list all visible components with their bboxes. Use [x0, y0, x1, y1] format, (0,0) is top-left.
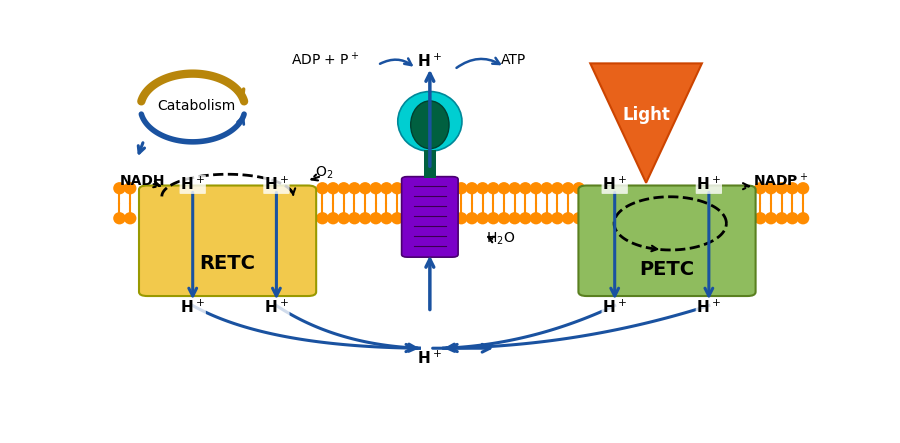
- Ellipse shape: [551, 212, 563, 225]
- Ellipse shape: [796, 212, 809, 225]
- Ellipse shape: [465, 212, 478, 225]
- Ellipse shape: [786, 182, 798, 194]
- Ellipse shape: [530, 182, 543, 194]
- Text: H$^+$: H$^+$: [602, 176, 627, 193]
- Text: RETC: RETC: [200, 254, 256, 273]
- Ellipse shape: [455, 212, 467, 225]
- Ellipse shape: [113, 182, 126, 194]
- Bar: [424, 150, 436, 178]
- Ellipse shape: [348, 182, 361, 194]
- Text: NADP$^+$: NADP$^+$: [752, 172, 808, 190]
- Text: H$^+$: H$^+$: [418, 53, 442, 70]
- FancyBboxPatch shape: [401, 177, 458, 257]
- Text: H$^+$: H$^+$: [697, 299, 721, 316]
- Ellipse shape: [124, 212, 137, 225]
- Ellipse shape: [465, 182, 478, 194]
- Ellipse shape: [572, 182, 585, 194]
- Ellipse shape: [487, 212, 500, 225]
- Ellipse shape: [776, 182, 788, 194]
- Ellipse shape: [359, 182, 372, 194]
- Ellipse shape: [338, 182, 350, 194]
- Ellipse shape: [562, 212, 574, 225]
- Text: NADH: NADH: [120, 174, 165, 188]
- FancyBboxPatch shape: [139, 186, 316, 296]
- Ellipse shape: [391, 182, 403, 194]
- Ellipse shape: [754, 182, 767, 194]
- Ellipse shape: [370, 182, 382, 194]
- Text: H$^+$: H$^+$: [264, 176, 289, 193]
- Text: H$^+$: H$^+$: [418, 350, 442, 367]
- Ellipse shape: [455, 182, 467, 194]
- Text: O$_2$: O$_2$: [315, 164, 333, 181]
- Ellipse shape: [540, 182, 553, 194]
- Ellipse shape: [401, 212, 414, 225]
- Ellipse shape: [476, 182, 489, 194]
- Ellipse shape: [551, 182, 563, 194]
- Ellipse shape: [562, 182, 574, 194]
- Text: Light: Light: [622, 105, 670, 124]
- Text: ADP + P$^+$: ADP + P$^+$: [291, 51, 359, 69]
- Ellipse shape: [391, 212, 403, 225]
- Ellipse shape: [124, 182, 137, 194]
- Ellipse shape: [380, 212, 392, 225]
- Ellipse shape: [540, 212, 553, 225]
- Ellipse shape: [498, 212, 510, 225]
- Ellipse shape: [519, 212, 532, 225]
- Text: PETC: PETC: [639, 260, 695, 279]
- Text: ATP: ATP: [501, 53, 526, 67]
- Ellipse shape: [754, 212, 767, 225]
- Ellipse shape: [498, 182, 510, 194]
- Ellipse shape: [776, 212, 788, 225]
- Ellipse shape: [348, 212, 361, 225]
- Text: H$_2$O: H$_2$O: [486, 231, 515, 247]
- Ellipse shape: [316, 212, 328, 225]
- Ellipse shape: [530, 212, 543, 225]
- Ellipse shape: [508, 182, 521, 194]
- Text: H$^+$: H$^+$: [697, 176, 721, 193]
- Polygon shape: [590, 63, 702, 183]
- Ellipse shape: [410, 101, 449, 149]
- Text: H$^+$: H$^+$: [602, 299, 627, 316]
- Ellipse shape: [476, 212, 489, 225]
- Ellipse shape: [398, 92, 462, 151]
- Ellipse shape: [359, 212, 372, 225]
- Text: H$^+$: H$^+$: [180, 176, 205, 193]
- Ellipse shape: [327, 182, 339, 194]
- Text: H$^+$: H$^+$: [264, 299, 289, 316]
- Ellipse shape: [508, 212, 521, 225]
- Ellipse shape: [572, 212, 585, 225]
- Ellipse shape: [796, 182, 809, 194]
- Ellipse shape: [765, 182, 778, 194]
- Text: Catabolism: Catabolism: [158, 99, 235, 113]
- Ellipse shape: [113, 212, 126, 225]
- Ellipse shape: [338, 212, 350, 225]
- Ellipse shape: [370, 212, 382, 225]
- Ellipse shape: [380, 182, 392, 194]
- Ellipse shape: [765, 212, 778, 225]
- Ellipse shape: [786, 212, 798, 225]
- FancyBboxPatch shape: [579, 186, 756, 296]
- Text: H$^+$: H$^+$: [180, 299, 205, 316]
- Ellipse shape: [519, 182, 532, 194]
- Ellipse shape: [327, 212, 339, 225]
- Ellipse shape: [316, 182, 328, 194]
- Ellipse shape: [401, 182, 414, 194]
- Ellipse shape: [487, 182, 500, 194]
